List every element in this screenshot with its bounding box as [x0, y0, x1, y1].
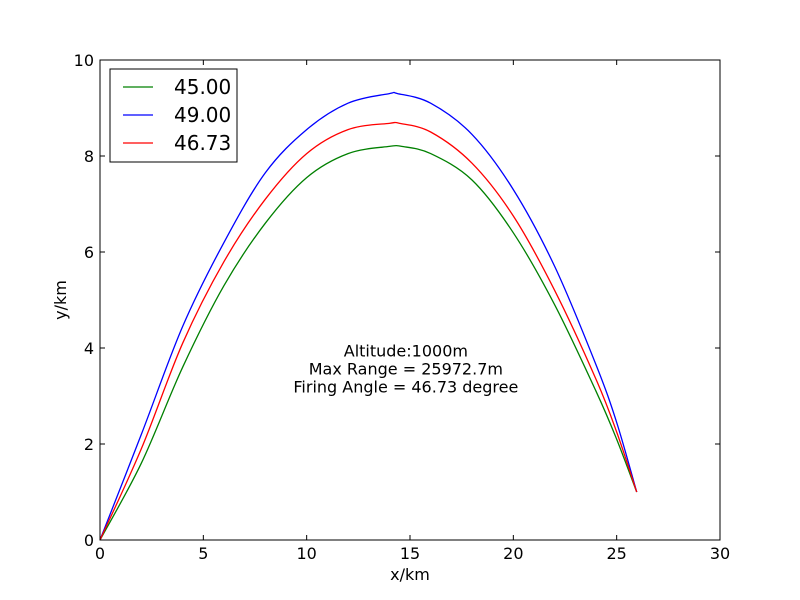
x-tick-label: 10: [296, 544, 316, 563]
y-tick-label: 4: [84, 339, 94, 358]
y-tick-label: 8: [84, 147, 94, 166]
y-tick-label: 6: [84, 243, 94, 262]
x-tick-label: 25: [606, 544, 626, 563]
series-layer: [99, 91, 638, 541]
legend: 45.00 49.00 46.73: [109, 68, 238, 163]
series-line-46-73: [99, 121, 638, 541]
annotation-altitude: Altitude:1000m: [344, 341, 468, 360]
x-tick-label: 0: [95, 544, 105, 563]
legend-label: 46.73: [174, 131, 231, 155]
y-axis-label: y/km: [51, 280, 70, 320]
legend-label: 49.00: [174, 103, 231, 127]
x-tick-label: 15: [400, 544, 420, 563]
y-tick-label: 0: [84, 531, 94, 550]
legend-label: 45.00: [174, 75, 231, 99]
x-tick-label: 5: [198, 544, 208, 563]
x-axis-label: x/km: [390, 565, 430, 584]
annotation-box: Altitude:1000m Max Range = 25972.7m Firi…: [293, 341, 518, 396]
x-tick-label: 30: [710, 544, 730, 563]
ticks-layer: 0 5 10 15 20 25 30 0 2 4 6 8 10: [74, 51, 731, 563]
legend-entries: 45.00 49.00 46.73: [123, 75, 231, 155]
y-tick-label: 2: [84, 435, 94, 454]
annotation-max-range: Max Range = 25972.7m: [309, 359, 503, 378]
y-tick-label: 10: [74, 51, 94, 70]
series-line-45-00: [99, 144, 638, 541]
x-tick-label: 20: [503, 544, 523, 563]
annotation-firing-angle: Firing Angle = 46.73 degree: [293, 377, 518, 396]
series-line-49-00: [99, 91, 638, 541]
